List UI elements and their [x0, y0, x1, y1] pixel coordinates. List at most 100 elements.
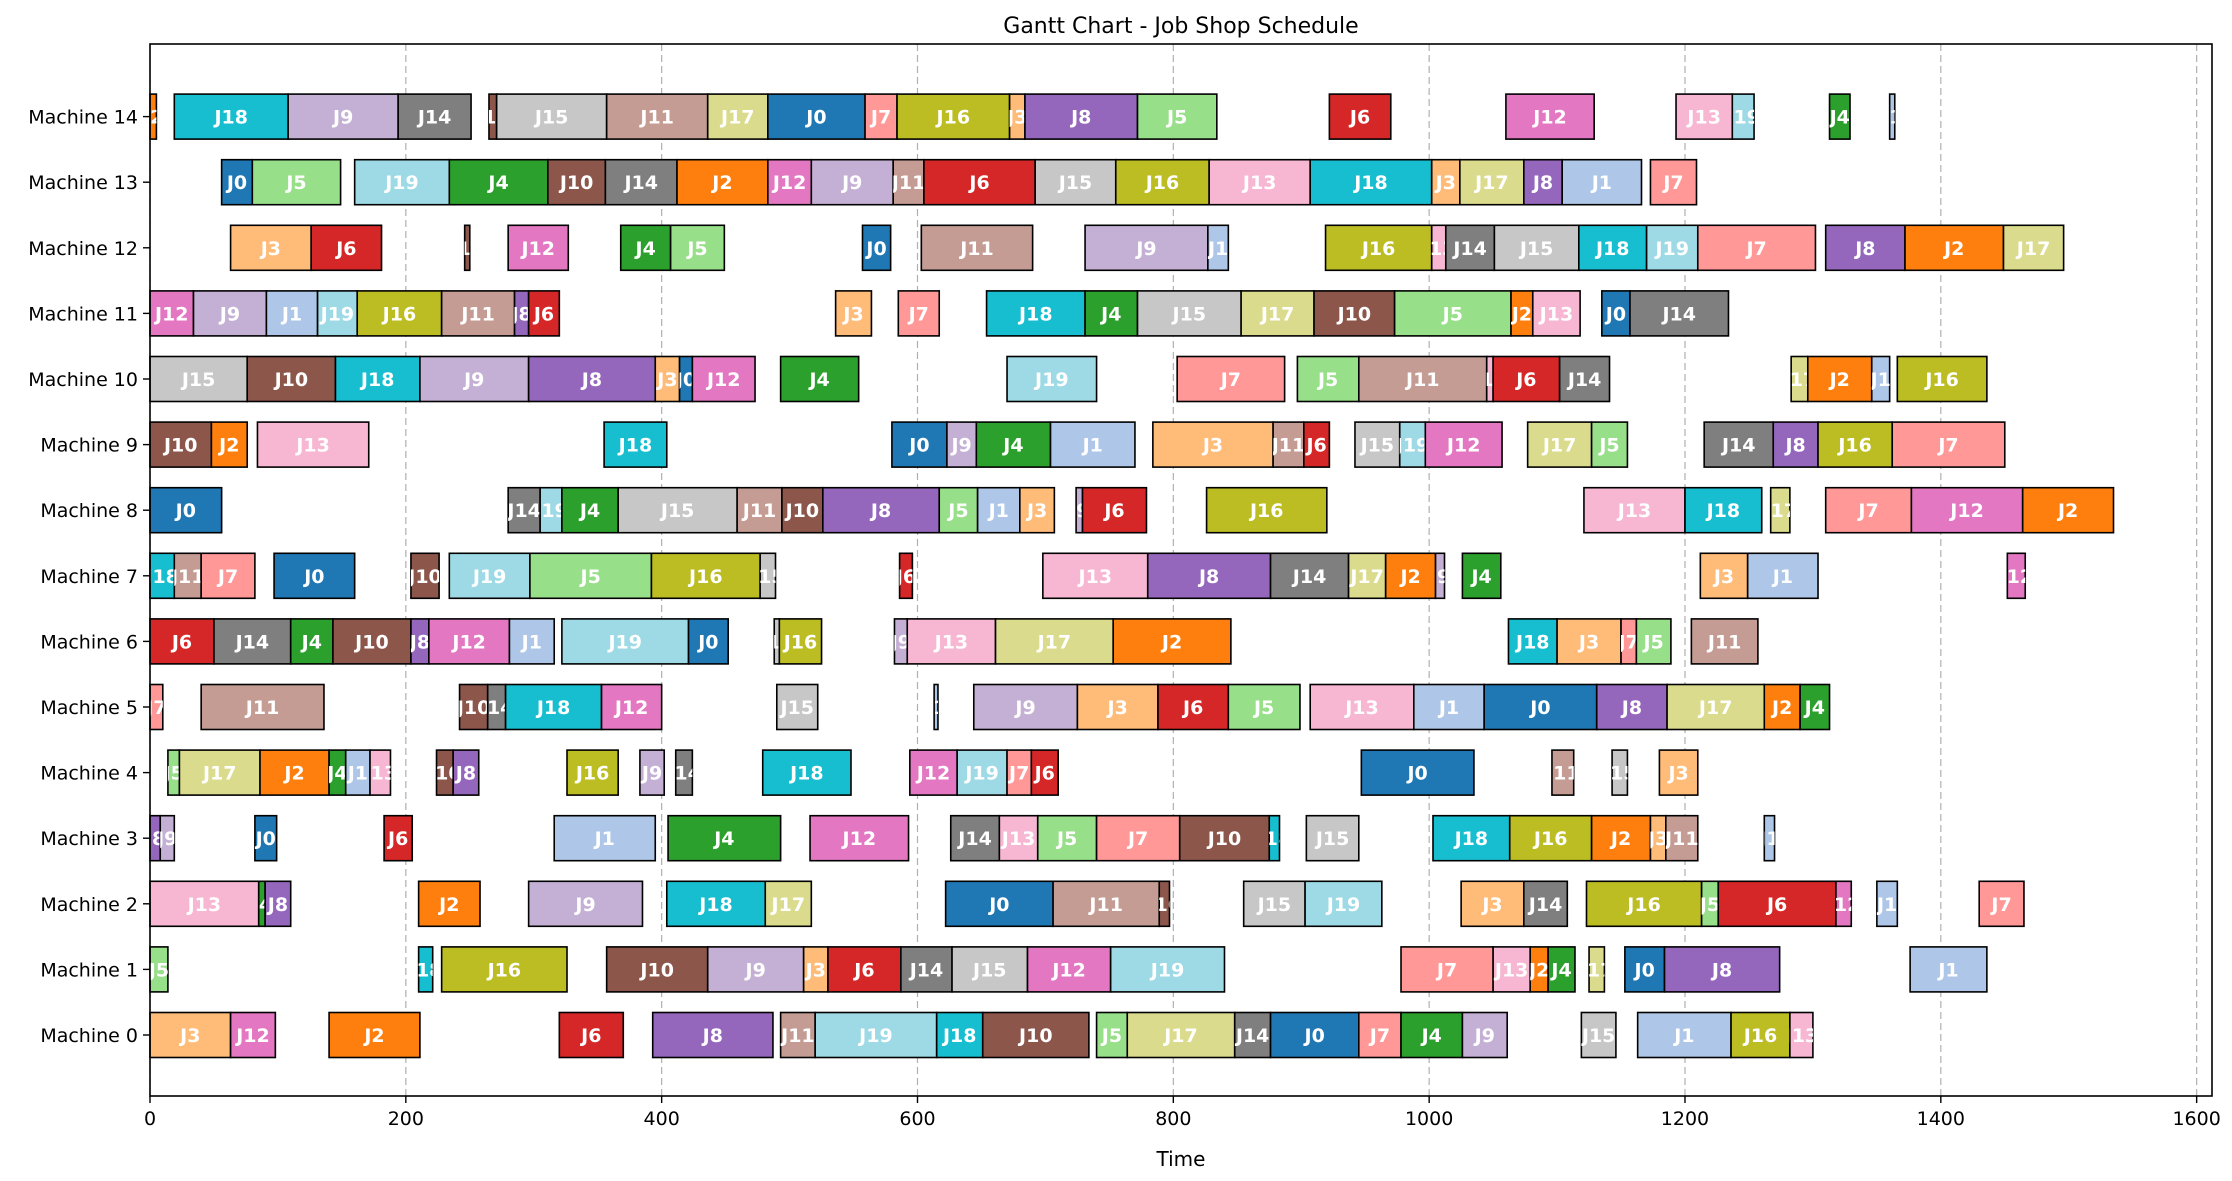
task-label: J2 [362, 1025, 384, 1047]
task-label: J1 [1437, 697, 1459, 719]
task-label: J2 [1160, 631, 1182, 653]
task-label: J3 [1434, 172, 1456, 194]
task-label: J6 [170, 631, 192, 653]
task-label: J4 [486, 172, 508, 194]
task-label: J14 [1527, 894, 1563, 916]
task-label: J1 [1880, 107, 1902, 129]
task-label: J8 [266, 894, 288, 916]
y-tick-label: Machine 14 [28, 107, 138, 129]
task-label: J1 [1672, 1025, 1694, 1047]
task-label: J15 [1601, 763, 1637, 785]
task-label: J18 [617, 435, 653, 457]
task-label: J5 [579, 566, 601, 588]
task-label: J6 [1348, 107, 1370, 129]
task-label: J8 [869, 500, 891, 522]
task-label: J10 [1336, 303, 1372, 325]
task-label: J17 [201, 763, 237, 785]
task-label: J2 [1527, 959, 1549, 981]
task-label: J12 [519, 238, 555, 260]
task-label: J0 [1604, 303, 1626, 325]
task-label: J8 [580, 369, 602, 391]
task-label: J3 [841, 303, 863, 325]
task-label: J9 [331, 107, 353, 129]
task-label: J15 [1171, 303, 1207, 325]
task-label: J7 [1435, 959, 1457, 981]
task-label: J12 [450, 631, 486, 653]
task-label: J3 [804, 959, 826, 981]
task-label: J12 [1531, 107, 1567, 129]
task-label: J14 [908, 959, 944, 981]
task-label: J11 [1663, 828, 1699, 850]
task-label: J19 [471, 566, 507, 588]
x-tick-label: 1200 [1661, 1108, 1709, 1130]
task-label: J2 [2056, 500, 2078, 522]
task-label: J13 [1616, 500, 1652, 522]
task-label: J19 [383, 172, 419, 194]
x-tick-label: 600 [899, 1108, 935, 1130]
task-label: J7 [907, 303, 929, 325]
task-label: J4 [1469, 566, 1491, 588]
task-label: J3 [1106, 697, 1128, 719]
task-label: J18 [1017, 303, 1053, 325]
task-label: J6 [1033, 763, 1055, 785]
task-label: J14 [505, 500, 541, 522]
task-label: J1 [280, 303, 302, 325]
task-label: J9 [1134, 238, 1156, 260]
task-label: J0 [987, 894, 1009, 916]
task-label: J9 [573, 894, 595, 916]
x-tick-label: 200 [388, 1108, 424, 1130]
task-label: J19 [319, 303, 355, 325]
task-label: J12 [915, 763, 951, 785]
task-label: J11 [1706, 631, 1742, 653]
task-label: J2 [1398, 566, 1420, 588]
task-label: J11 [890, 172, 926, 194]
task-label: J1 [1936, 959, 1958, 981]
task-label: J10 [353, 631, 389, 653]
y-tick-label: Machine 10 [28, 369, 138, 391]
y-tick-label: Machine 2 [40, 894, 138, 916]
task-label: J14 [665, 763, 701, 785]
task-label: J6 [386, 828, 408, 850]
task-label: J2 [141, 107, 163, 129]
task-label: J13 [1538, 303, 1574, 325]
task-label: J9 [949, 435, 971, 457]
task-label: J8 [1531, 172, 1553, 194]
task-label: J18 [535, 697, 571, 719]
task-label: J8 [454, 763, 476, 785]
task-label: J10 [1017, 1025, 1053, 1047]
task-label: J17 [1697, 697, 1733, 719]
task-label: J4 [1001, 435, 1023, 457]
task-label: J9 [640, 763, 662, 785]
task-label: J8 [701, 1025, 723, 1047]
x-tick-label: 400 [644, 1108, 680, 1130]
task-label: J18 [1453, 828, 1489, 850]
x-tick-label: 1600 [2172, 1108, 2220, 1130]
task-label: J5 [284, 172, 306, 194]
task-label: J16 [486, 959, 522, 981]
task-label: J5 [1100, 1025, 1122, 1047]
task-label: J4 [634, 238, 656, 260]
task-label: J4 [1420, 1025, 1442, 1047]
task-label: J12 [841, 828, 877, 850]
task-label: J0 [907, 435, 929, 457]
task-label: J7 [1368, 1025, 1390, 1047]
task-label: J2 [710, 172, 732, 194]
task-label: J18 [407, 959, 443, 981]
task-label: J3 [1480, 894, 1502, 916]
y-tick-label: Machine 6 [40, 631, 138, 653]
task-label: J6 [532, 303, 554, 325]
task-label: J8 [1197, 566, 1219, 588]
task-label: J1 [1875, 894, 1897, 916]
task-label: J0 [225, 172, 247, 194]
task-label: J18 [212, 107, 248, 129]
task-label: J13 [1241, 172, 1277, 194]
task-label: J18 [1352, 172, 1388, 194]
task-label: J1 [520, 631, 542, 653]
task-label: J13 [1000, 828, 1036, 850]
task-label: J5 [1252, 697, 1274, 719]
task-label: J0 [696, 631, 718, 653]
x-tick-label: 1400 [1917, 1108, 1965, 1130]
task-label: J0 [174, 500, 196, 522]
task-label: J18 [359, 369, 395, 391]
task-label: J19 [1033, 369, 1069, 391]
